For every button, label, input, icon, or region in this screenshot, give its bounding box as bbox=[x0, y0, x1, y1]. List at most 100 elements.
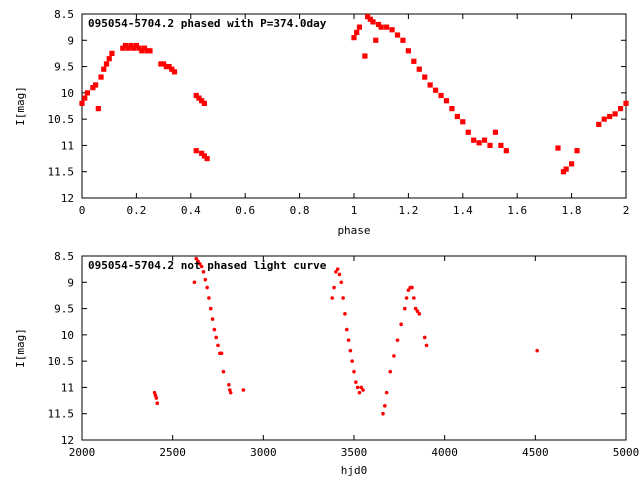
data-point bbox=[359, 385, 364, 390]
y-axis-label: I[mag] bbox=[14, 86, 27, 126]
y-tick-label: 12 bbox=[61, 192, 74, 205]
data-point bbox=[350, 359, 354, 363]
data-point bbox=[563, 166, 569, 172]
x-tick-label: 2 bbox=[623, 204, 630, 217]
data-point bbox=[427, 82, 433, 88]
data-point bbox=[352, 369, 356, 374]
plot-frame bbox=[81, 255, 627, 441]
data-point bbox=[161, 61, 167, 67]
data-point bbox=[413, 306, 418, 311]
data-point bbox=[335, 267, 340, 271]
data-point bbox=[201, 153, 207, 159]
data-point bbox=[169, 66, 175, 72]
data-point bbox=[384, 24, 390, 30]
data-point bbox=[433, 87, 439, 93]
data-point bbox=[201, 100, 207, 106]
data-point bbox=[503, 148, 509, 154]
data-point bbox=[471, 137, 477, 143]
data-point bbox=[193, 148, 199, 154]
data-point bbox=[120, 45, 126, 51]
data-point bbox=[330, 296, 335, 300]
x-tick-label: 1.2 bbox=[398, 204, 418, 217]
plot-1: 0 0.2 0.4 0.6 0.8 1 1.2 1.4 1.6 1.8 2 8.5 9 9.5 10 10.5… bbox=[14, 8, 629, 237]
data-point bbox=[383, 404, 387, 408]
data-point bbox=[395, 338, 400, 342]
data-point bbox=[158, 61, 164, 67]
data-point bbox=[405, 48, 411, 54]
data-point bbox=[192, 280, 197, 285]
y-tick-label: 8.5 bbox=[54, 8, 74, 21]
data-point bbox=[454, 113, 460, 120]
data-point bbox=[84, 90, 91, 96]
data-point bbox=[82, 95, 88, 101]
data-point bbox=[103, 61, 110, 67]
plot-2: 2000 2500 3000 3500 4000 4500 5000 8.5 9 9.5 10 10.… bbox=[14, 250, 639, 477]
y-tick-label: 10 bbox=[61, 329, 74, 342]
data-point bbox=[362, 53, 368, 59]
data-point bbox=[460, 119, 466, 125]
y-tick-label: 10.5 bbox=[48, 355, 75, 368]
data-point bbox=[155, 401, 160, 406]
data-point bbox=[370, 19, 376, 25]
data-point bbox=[343, 312, 347, 316]
data-point bbox=[337, 272, 342, 277]
x-tick-label: 2500 bbox=[159, 446, 186, 459]
x-tick-label: 4500 bbox=[522, 446, 549, 459]
data-point bbox=[198, 262, 202, 266]
data-point bbox=[560, 169, 567, 175]
data-point bbox=[422, 335, 427, 340]
data-point bbox=[154, 396, 159, 400]
data-point bbox=[422, 74, 428, 80]
data-point bbox=[196, 95, 202, 101]
data-point bbox=[394, 32, 401, 38]
x-axis-label: hjd0 bbox=[341, 464, 368, 477]
data-point bbox=[355, 385, 360, 390]
data-point bbox=[166, 63, 172, 70]
data-point bbox=[171, 69, 178, 75]
x-tick-label: 1 bbox=[351, 204, 358, 217]
data-point bbox=[406, 288, 411, 292]
data-point bbox=[341, 296, 345, 300]
data-point bbox=[354, 380, 358, 384]
y-tick-label: 11 bbox=[61, 139, 74, 152]
data-point bbox=[106, 56, 112, 62]
y-axis-label: I[mag] bbox=[14, 328, 27, 368]
x-tick-label: 0 bbox=[79, 204, 86, 217]
data-point bbox=[122, 42, 129, 49]
data-point bbox=[101, 66, 107, 72]
y-tick-label: 8.5 bbox=[54, 250, 74, 263]
data-point bbox=[607, 113, 613, 120]
x-tick-label: 1.4 bbox=[453, 204, 473, 217]
data-point bbox=[623, 100, 629, 106]
data-point bbox=[210, 317, 215, 321]
data-point bbox=[144, 48, 150, 54]
data-point bbox=[205, 285, 209, 290]
data-point bbox=[163, 63, 169, 70]
data-point bbox=[424, 343, 429, 348]
data-point bbox=[199, 98, 205, 104]
data-point bbox=[139, 48, 145, 54]
data-point bbox=[417, 312, 422, 316]
y-tick-label: 9 bbox=[67, 276, 74, 289]
y-tick-label: 9 bbox=[67, 34, 74, 47]
data-point bbox=[199, 150, 205, 156]
data-point bbox=[221, 369, 226, 374]
data-point bbox=[375, 21, 382, 28]
x-tick-label: 0.6 bbox=[235, 204, 255, 217]
x-tick-label: 0.4 bbox=[181, 204, 201, 217]
data-point bbox=[332, 285, 336, 290]
data-point bbox=[404, 296, 409, 300]
data-point bbox=[388, 369, 393, 374]
data-point bbox=[147, 48, 153, 54]
data-point bbox=[203, 277, 208, 282]
data-point bbox=[334, 269, 338, 274]
data-point bbox=[601, 116, 607, 122]
x-tick-label: 2000 bbox=[69, 446, 96, 459]
data-point bbox=[617, 106, 624, 112]
data-point bbox=[214, 335, 218, 340]
data-point bbox=[219, 351, 224, 356]
chart-title: 095054-5704.2 phased with P=374.0day bbox=[88, 17, 327, 30]
data-point bbox=[415, 309, 420, 314]
